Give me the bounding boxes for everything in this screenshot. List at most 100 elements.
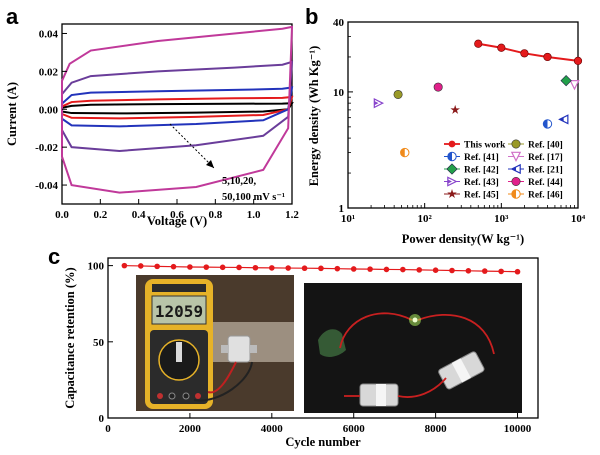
scan-rate-arrow-head	[206, 160, 214, 168]
cv-xtick-label: 0.8	[208, 209, 222, 221]
multimeter-jack-3	[182, 392, 190, 400]
cycling-series	[121, 262, 521, 275]
retention-point	[400, 266, 406, 273]
retention-point	[498, 268, 504, 275]
cv-chart: 0.0 0.2 0.4 0.6 0.8 1.0 1.2 -0.04 -0.02 0.00 0.02 0…	[5, 23, 299, 228]
multimeter-jack-4	[195, 393, 201, 399]
panel-letter-b: b	[305, 4, 318, 29]
panel-letter-c: c	[48, 244, 60, 269]
legend-label: Ref. [46]	[528, 191, 563, 201]
legend-label: Ref. [40]	[528, 141, 563, 151]
capacitor-cell	[227, 335, 251, 363]
legend-label: Ref. [42]	[464, 166, 499, 176]
retention-point	[350, 266, 357, 272]
cycling-ylabel: Capacitance retention (%)	[63, 267, 77, 408]
retention-point	[367, 266, 373, 272]
cv-curve-50mv	[61, 60, 294, 152]
retention-point	[481, 268, 488, 274]
retention-point	[465, 268, 472, 274]
ref-point-fill	[559, 117, 564, 122]
multimeter-brand-strip	[152, 284, 206, 292]
cv-xtick-label: 0.4	[132, 209, 146, 221]
retention-point	[514, 268, 521, 275]
ragone-plot-frame	[347, 21, 579, 209]
cycling-xlabel: Cycle number	[285, 435, 361, 449]
ragone-legend: This work Ref. [40] Ref. [41] Ref. [17] Ref.…	[444, 139, 563, 201]
capacitor-terminal-right	[249, 345, 257, 353]
ref-point-half	[543, 119, 548, 129]
ragone-xtick-label: 10¹	[341, 213, 355, 225]
cycling-ytick-label: 100	[88, 261, 105, 273]
scan-rate-annotation-line2: 50,100 mV s⁻¹	[222, 192, 285, 203]
this-work-point	[474, 39, 483, 48]
retention-point	[252, 264, 259, 271]
retention-point	[121, 262, 128, 269]
led-light	[412, 317, 418, 323]
cycling-plot-frame	[107, 257, 539, 419]
cv-ytick-label: -0.02	[35, 142, 58, 154]
legend-marker-half	[447, 152, 452, 161]
ref-point	[433, 82, 443, 92]
ragone-chart: 10¹ 10² 10³ 10⁴ 1 10 40 This work Ref. [40] Ref.…	[307, 17, 586, 246]
retention-point	[432, 267, 439, 273]
ref-point-fill	[374, 101, 379, 106]
legend-marker-half	[511, 189, 516, 199]
multimeter-jack-2	[168, 392, 176, 400]
cycling-ytick-label: 50	[93, 337, 105, 349]
cv-ylabel: Current (A)	[5, 82, 19, 146]
legend-label: Ref. [17]	[528, 153, 563, 163]
ref-point	[450, 104, 460, 114]
retention-point	[383, 266, 390, 273]
legend-marker	[510, 151, 522, 163]
cv-ytick-label: -0.04	[35, 180, 58, 192]
retention-point	[285, 265, 291, 271]
cv-curve-10mv	[61, 95, 294, 120]
legend-marker	[511, 139, 521, 149]
retention-point	[318, 265, 324, 272]
cycling-xtick-label: 8000	[425, 423, 448, 435]
cycling-xtick-label: 2000	[179, 423, 202, 435]
retention-point	[170, 263, 177, 270]
capacitor-terminal-left	[221, 345, 229, 353]
cycling-xtick-label: 6000	[343, 423, 366, 435]
retention-point	[334, 265, 341, 272]
cv-axes: 0.0 0.2 0.4 0.6 0.8 1.0 1.2 -0.04 -0.02 0.00 0.02 0…	[35, 28, 299, 221]
led-photo	[304, 283, 522, 413]
retention-point	[301, 265, 308, 272]
multimeter-display	[151, 295, 207, 325]
cv-curve-100mv	[61, 25, 294, 194]
cv-curve-20mv	[61, 86, 294, 128]
ragone-ytick-label: 10	[333, 87, 345, 99]
retention-point	[269, 265, 275, 271]
cv-xtick-label: 1.2	[285, 209, 299, 221]
retention-point	[416, 267, 423, 273]
cycling-axes: 0 2000 4000 6000 8000 10000 0 50 100	[88, 261, 532, 435]
probe-wire-red	[207, 361, 237, 394]
ref-point	[560, 75, 572, 87]
legend-label: Ref. [41]	[464, 153, 499, 163]
cycling-chart: 0 2000 4000 6000 8000 10000 0 50 100 12059	[63, 257, 539, 449]
this-work-point	[497, 43, 506, 52]
circuit-wire-left	[339, 312, 413, 349]
retention-point	[137, 263, 144, 269]
legend-marker-fill	[447, 179, 452, 184]
legend-label: Ref. [45]	[464, 191, 499, 201]
cycling-xtick-label: 4000	[261, 423, 284, 435]
multimeter-reading: 12059	[155, 302, 203, 321]
cycling-ytick-label: 0	[99, 413, 105, 425]
cv-xtick-label: 0.6	[170, 209, 184, 221]
retention-point	[154, 263, 160, 270]
capacitor-2-band	[451, 358, 471, 383]
legend-marker-fill	[511, 166, 516, 172]
legend-marker	[447, 189, 457, 199]
ref-point-half	[400, 148, 405, 157]
ref-point	[569, 80, 580, 91]
legend-marker	[511, 177, 521, 187]
cv-xtick-label: 1.0	[247, 209, 261, 221]
legend-marker	[448, 140, 456, 148]
retention-point	[203, 264, 210, 270]
glove-hand	[318, 329, 346, 357]
cv-ytick-label: 0.02	[39, 66, 59, 78]
multimeter-photo-wall	[210, 322, 294, 362]
